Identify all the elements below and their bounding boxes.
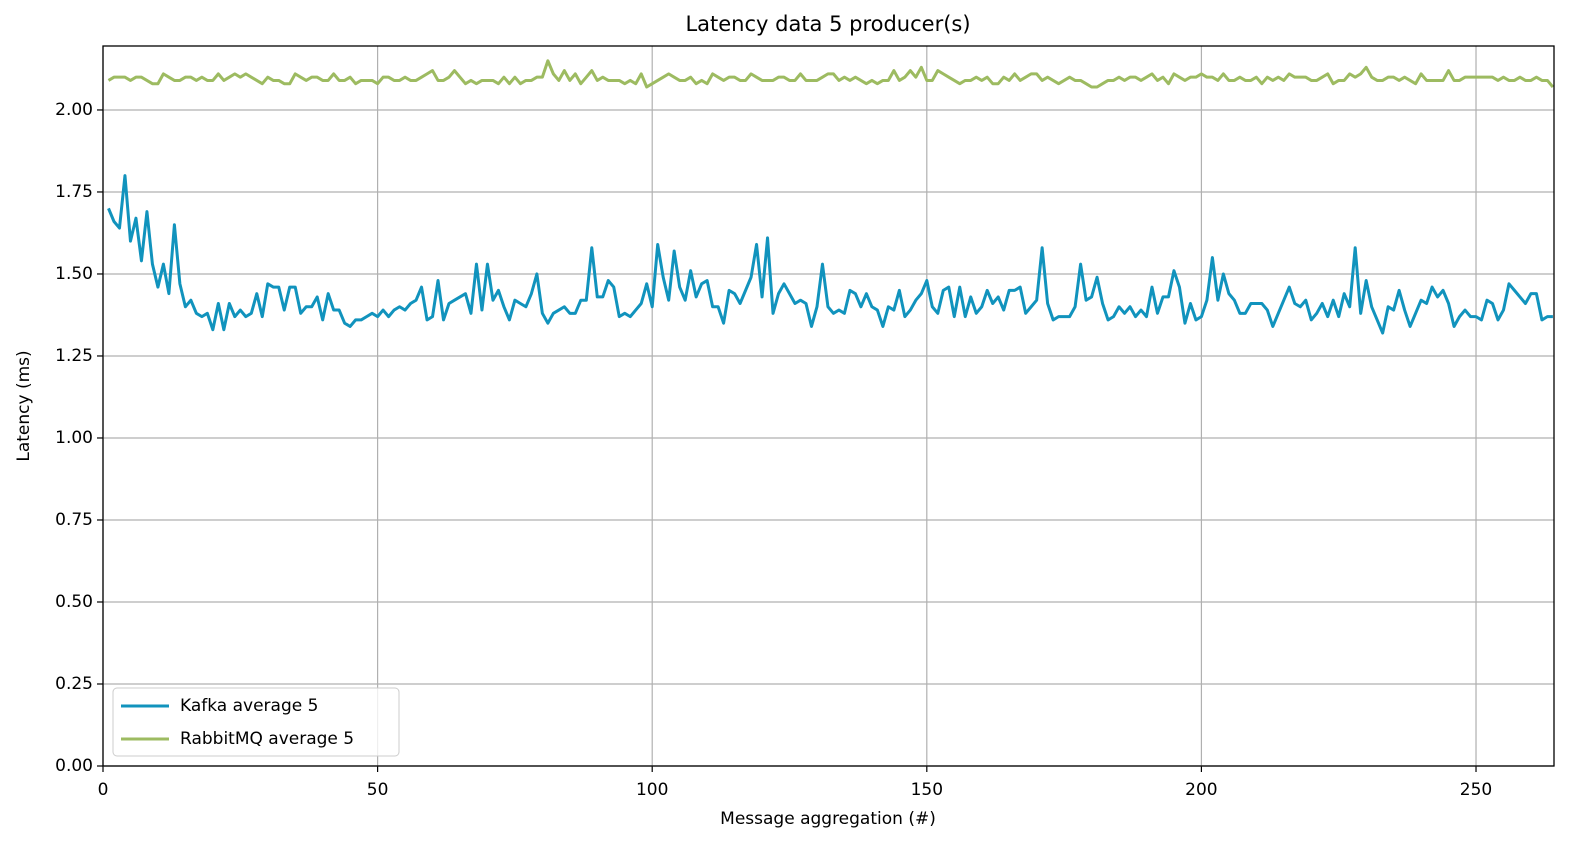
- x-tick-label: 100: [636, 780, 668, 800]
- y-axis-label: Latency (ms): [14, 350, 34, 461]
- legend-label: Kafka average 5: [180, 696, 318, 716]
- y-tick-label: 0.25: [55, 674, 93, 694]
- chart-title: Latency data 5 producer(s): [685, 12, 970, 36]
- legend-box: [112, 687, 400, 757]
- y-tick-label: 1.75: [55, 182, 93, 202]
- data-line: [107, 174, 1553, 335]
- x-tick-label: 150: [911, 780, 943, 800]
- y-tick-label: 2.00: [55, 100, 93, 120]
- x-tick-label: 0: [98, 780, 109, 800]
- y-tick-label: 1.00: [55, 428, 93, 448]
- y-tick-label: 1.25: [55, 346, 93, 366]
- data-line: [107, 59, 1554, 89]
- y-tick-label: 0.50: [55, 592, 93, 612]
- x-axis-label: Message aggregation (#): [720, 809, 936, 829]
- y-tick-label: 1.50: [55, 264, 93, 284]
- x-tick-label: 50: [367, 780, 389, 800]
- y-tick-label: 0.00: [55, 756, 93, 776]
- plot-frame: [102, 45, 1555, 767]
- x-tick-label: 200: [1185, 780, 1217, 800]
- y-tick-label: 0.75: [55, 510, 93, 530]
- x-tick-label: 250: [1460, 780, 1492, 800]
- legend-label: RabbitMQ average 5: [180, 729, 354, 749]
